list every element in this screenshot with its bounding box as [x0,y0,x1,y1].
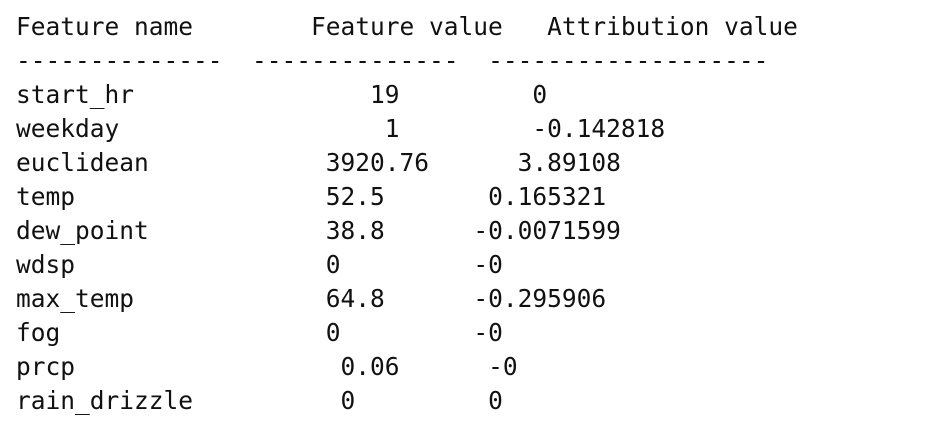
feature-name-cell: temp [16,182,76,211]
feature-value-cell: 19 [370,80,400,109]
feature-value-cell: 64.8 [325,284,385,313]
attribution-value-cell: 3.89108 [517,148,621,177]
separator-row: -------------- -------------- ----------… [16,44,936,78]
feature-value-cell: 52.5 [325,182,385,211]
feature-value-cell: 0 [325,250,341,279]
feature-name-cell: prcp [16,352,76,381]
feature-value-cell: 0.06 [340,352,400,381]
feature-name-cell: dew_point [16,216,149,245]
table-row: start_hr 19 0 [16,78,936,112]
table-row: wdsp 0 -0 [16,248,936,282]
feature-name-cell: euclidean [16,148,149,177]
attribution-value-cell: -0 [473,250,503,279]
attribution-value-cell: -0.0071599 [473,216,621,245]
attribution-value-cell: -0 [473,318,503,347]
feature-name-cell: rain_drizzle [16,386,194,415]
table-row: rain_drizzle 0 0 [16,384,936,418]
separator-feature-value: -------------- [252,46,459,75]
table-row: fog 0 -0 [16,316,936,350]
table-row: max_temp 64.8 -0.295906 [16,282,936,316]
feature-value-cell: 0 [340,386,356,415]
table-row: dew_point 38.8 -0.0071599 [16,214,936,248]
feature-value-cell: 38.8 [325,216,385,245]
attribution-value-cell: 0.165321 [488,182,607,211]
attribution-table-output: Feature name Feature value Attribution v… [16,10,936,418]
feature-value-cell: 3920.76 [325,148,430,177]
header-attribution-value: Attribution value [547,12,798,41]
attribution-value-cell: 0 [532,80,548,109]
feature-name-cell: max_temp [16,284,135,313]
table-row: euclidean 3920.76 3.89108 [16,146,936,180]
table-row: temp 52.5 0.165321 [16,180,936,214]
feature-name-cell: wdsp [16,250,76,279]
attribution-value-cell: -0 [488,352,518,381]
attribution-value-cell: -0.142818 [532,114,666,143]
header-feature-name: Feature name [16,12,194,41]
attribution-value-cell: -0.295906 [473,284,607,313]
feature-name-cell: weekday [16,114,120,143]
table-row: weekday 1 -0.142818 [16,112,936,146]
feature-value-cell: 1 [384,114,400,143]
attribution-value-cell: 0 [488,386,503,415]
feature-name-cell: start_hr [16,80,135,109]
feature-value-cell: 0 [325,318,341,347]
feature-name-cell: fog [16,318,61,347]
table-row: prcp 0.06 -0 [16,350,936,384]
header-row: Feature name Feature value Attribution v… [16,10,936,44]
separator-attribution-value: ------------------- [488,46,769,75]
separator-feature-name: -------------- [16,46,223,75]
header-feature-value: Feature value [311,12,503,41]
